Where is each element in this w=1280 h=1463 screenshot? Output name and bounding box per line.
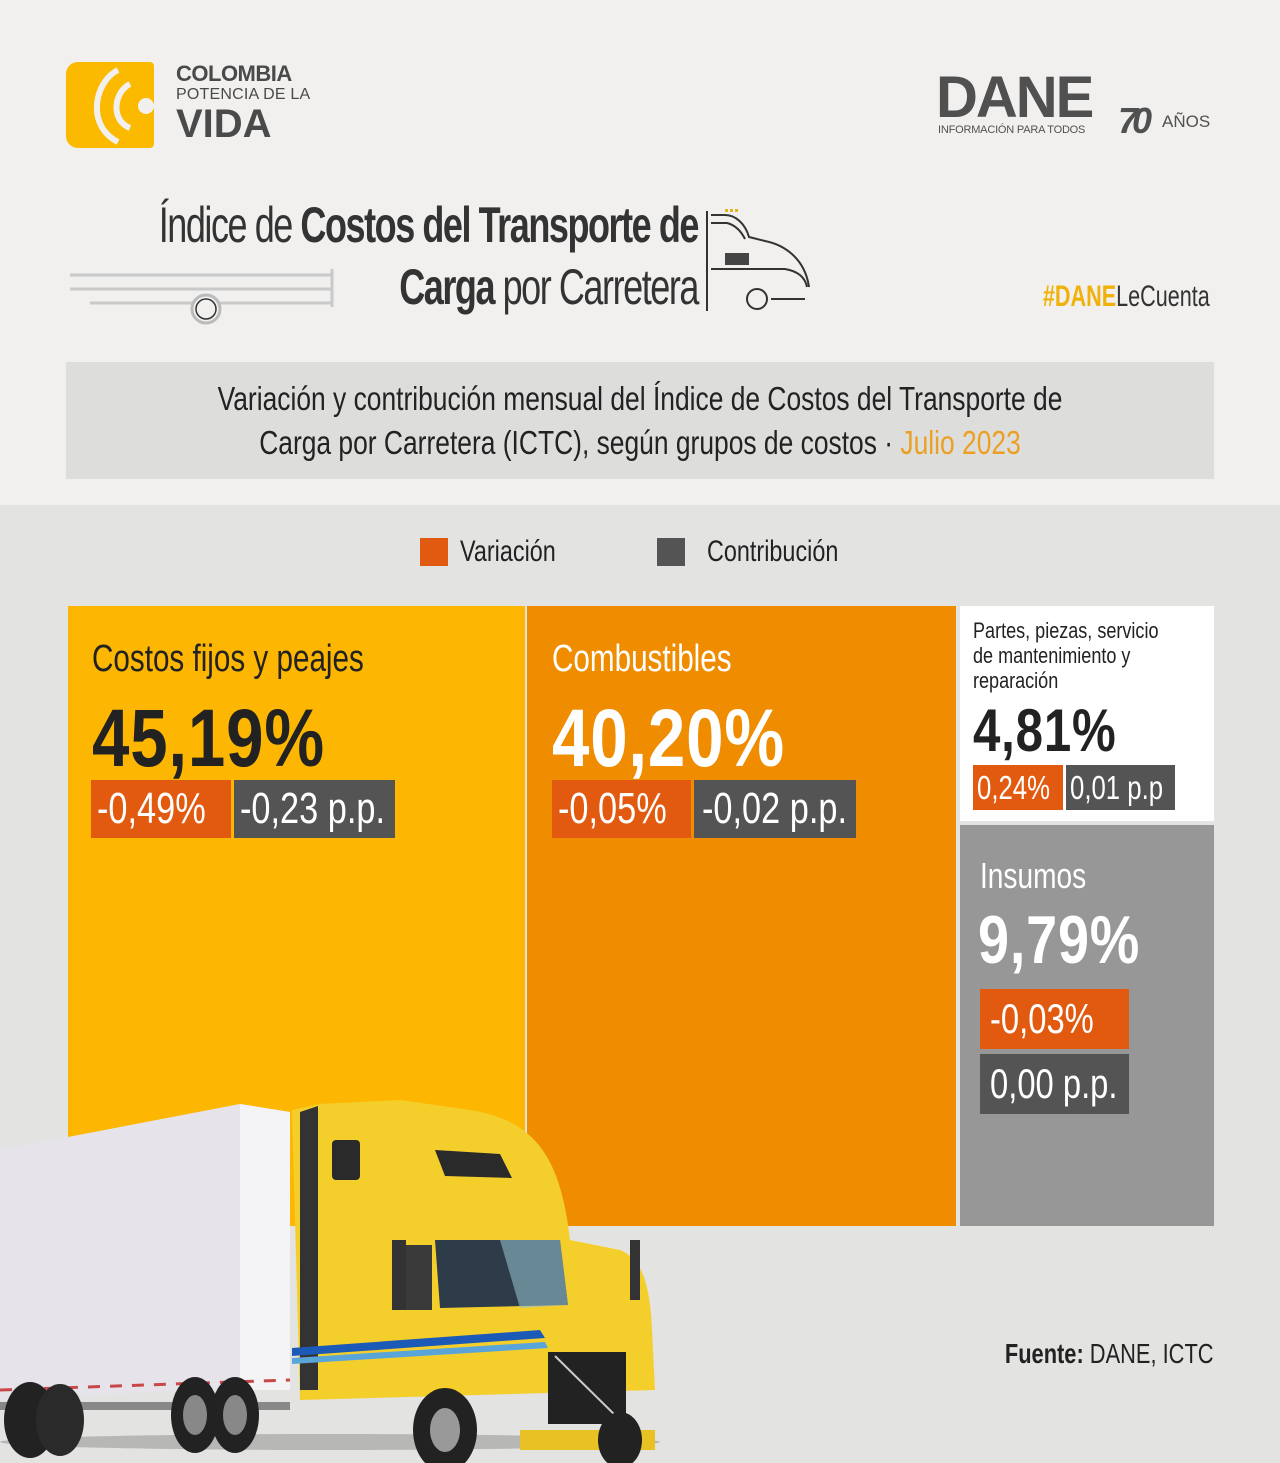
tile-title: Insumos	[980, 855, 1087, 896]
colombia-logo-line3: VIDA	[176, 102, 272, 146]
legend-swatch-variacion	[420, 538, 448, 566]
colombia-logo-line2: POTENCIA DE LA	[176, 86, 311, 103]
tile-combustibles: Combustibles 40,20% -0,05% -0,02 p.p.	[527, 606, 956, 1226]
tile-share: 4,81%	[973, 697, 1117, 764]
chart-subtitle: Variación y contribución mensual del Índ…	[66, 362, 1214, 479]
colombia-logo: COLOMBIA POTENCIA DE LA VIDA	[66, 62, 326, 152]
legend-item-variacion: Variación	[420, 535, 583, 569]
page-title: Índice de Costos del Transporte de Carga…	[70, 195, 830, 330]
dane-tagline: INFORMACIÓN PARA TODOS	[938, 124, 1086, 136]
subtitle-date: Julio 2023	[900, 423, 1021, 461]
contribution-badge: 0,01 p.p	[1066, 765, 1175, 810]
hashtag: #DANELeCuenta	[1043, 280, 1210, 313]
tile-title: Partes, piezas, servicio de mantenimient…	[973, 618, 1159, 693]
legend-label: Contribución	[707, 535, 839, 568]
tile-title: Costos fijos y peajes	[92, 638, 364, 680]
contribution-badge: -0,02 p.p.	[694, 780, 856, 838]
variation-badge: -0,49%	[91, 780, 231, 838]
tile-title: Combustibles	[552, 638, 732, 680]
variation-badge: -0,05%	[552, 780, 691, 838]
dane-logo: DANE INFORMACIÓN PARA TODOS 70 AÑOS	[936, 65, 1226, 145]
dane-anniversary-number: 70	[1118, 100, 1152, 141]
variation-badge: 0,24%	[973, 765, 1063, 810]
dane-wordmark: DANE	[936, 65, 1094, 130]
colombia-logo-line1: COLOMBIA	[176, 61, 292, 86]
tile-insumos: Insumos 9,79% -0,03% 0,00 p.p.	[960, 825, 1214, 1226]
legend-swatch-contribucion	[657, 538, 685, 566]
legend: Variación Contribución	[420, 535, 880, 575]
title-line1: Índice de Costos del Transporte de	[158, 197, 700, 253]
title-line2: Carga por Carretera	[399, 259, 699, 315]
truck-outline-icon	[706, 209, 810, 311]
truck-illustration	[0, 1100, 660, 1463]
speed-lines-icon	[70, 269, 334, 325]
colombia-signal-icon	[66, 62, 154, 148]
source-note: Fuente: DANE, ICTC	[1005, 1338, 1214, 1369]
tile-share: 45,19%	[92, 693, 325, 784]
tile-share: 9,79%	[978, 902, 1141, 978]
tile-share: 40,20%	[552, 693, 785, 784]
legend-item-contribucion: Contribución	[657, 535, 875, 569]
contribution-badge: -0,23 p.p.	[234, 780, 395, 838]
subtitle-line1: Variación y contribución mensual del Índ…	[217, 379, 1063, 417]
contribution-badge: 0,00 p.p.	[980, 1054, 1129, 1114]
tile-partes-piezas: Partes, piezas, servicio de mantenimient…	[960, 606, 1214, 821]
variation-badge: -0,03%	[980, 989, 1129, 1049]
subtitle-line2: Carga por Carretera (ICTC), según grupos…	[259, 423, 1021, 461]
legend-label: Variación	[460, 535, 556, 568]
dane-anniversary-label: AÑOS	[1162, 112, 1211, 131]
